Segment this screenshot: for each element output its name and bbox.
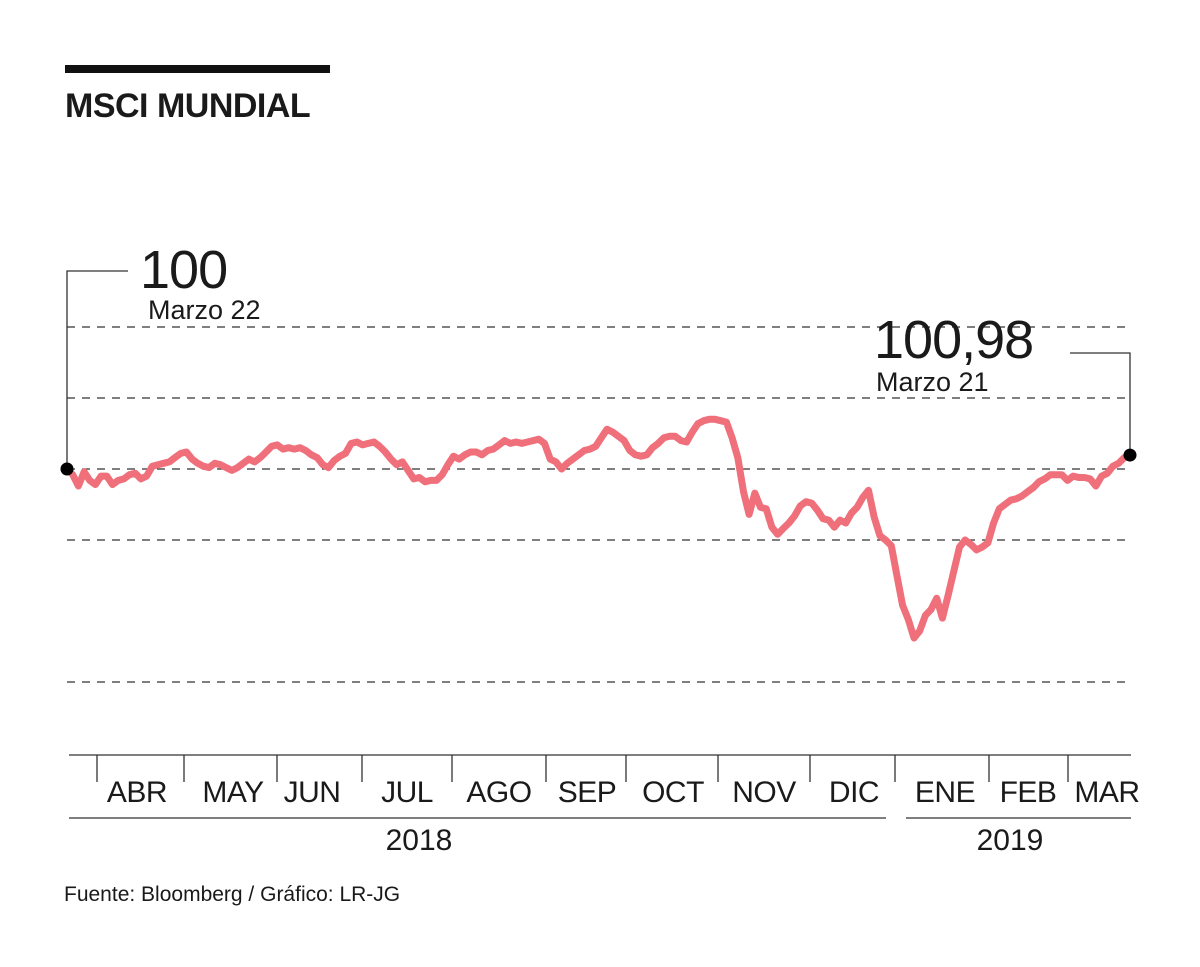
month-label-nov: NOV [732, 776, 796, 809]
source-note: Fuente: Bloomberg / Gráfico: LR-JG [64, 883, 401, 906]
end-value-label: 100,98 [874, 310, 1034, 370]
month-label-jul: JUL [381, 776, 433, 809]
series-line [63, 415, 1134, 642]
annotation-leaders [66, 270, 1131, 469]
year-label-2018: 2018 [385, 824, 453, 857]
month-label-feb: FEB [999, 776, 1057, 809]
month-label-abr: ABR [106, 776, 168, 809]
start-point-marker [60, 462, 74, 476]
month-label-ene: ENE [914, 776, 976, 809]
x-axis [69, 754, 1131, 819]
end-date-label: Marzo 21 [876, 367, 989, 397]
month-label-may: MAY [202, 776, 264, 809]
start-leader-line [66, 270, 128, 469]
end-leader-line [1070, 352, 1131, 456]
year-label-2019: 2019 [976, 824, 1044, 857]
month-label-sep: SEP [557, 776, 617, 809]
month-label-mar: MAR [1074, 776, 1140, 809]
gridlines [67, 326, 1132, 683]
month-label-ago: AGO [466, 776, 532, 809]
month-label-dic: DIC [828, 776, 880, 809]
chart-title: MSCI MUNDIAL [65, 87, 311, 125]
month-label-jun: JUN [283, 776, 341, 809]
start-date-label: Marzo 22 [148, 295, 261, 325]
end-point-marker [1123, 448, 1137, 462]
month-label-oct: OCT [642, 776, 704, 809]
start-value-label: 100 [140, 240, 228, 300]
title-bar [65, 65, 330, 73]
